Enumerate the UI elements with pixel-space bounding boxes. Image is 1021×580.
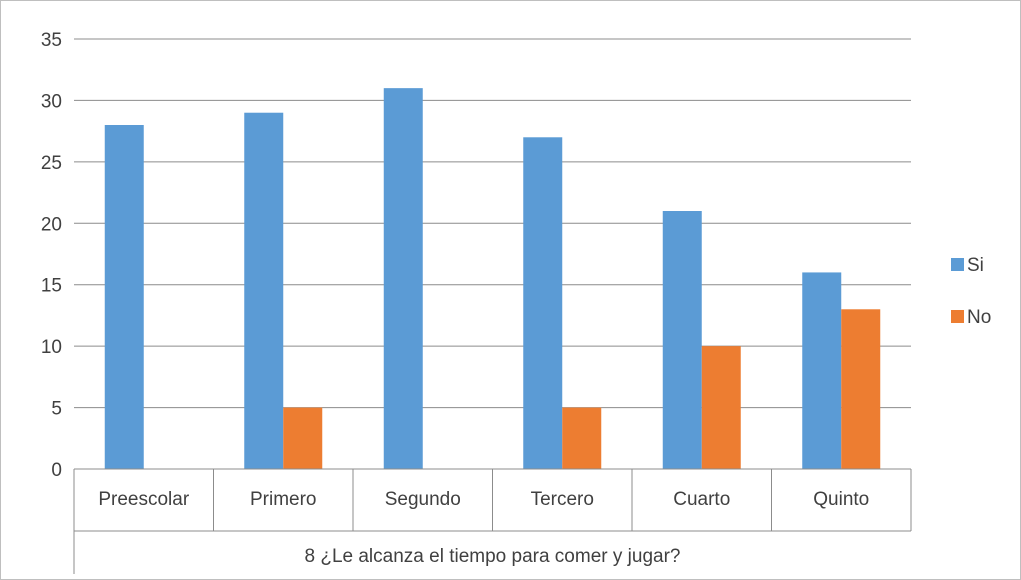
y-tick-label: 30: [41, 91, 62, 112]
bar-si-quinto: [802, 272, 842, 469]
x-category-labels: Preescolar Primero Segundo Tercero Cuarto Qui…: [98, 489, 869, 510]
y-tick-label: 5: [51, 399, 62, 420]
bars: [104, 88, 881, 470]
legend-swatch-si: [951, 258, 964, 271]
y-tick-labels: 0 5 10 15 20 25 30 35: [41, 30, 62, 481]
x-category-label: Tercero: [531, 489, 594, 510]
y-tick-label: 10: [41, 337, 62, 358]
legend-label-no: No: [967, 307, 991, 328]
x-group-label: 8 ¿Le alcanza el tiempo para comer y jug…: [305, 546, 681, 567]
legend: Si No: [951, 255, 991, 328]
x-category-label: Preescolar: [98, 489, 189, 510]
y-tick-label: 25: [41, 153, 62, 174]
x-category-label: Quinto: [813, 489, 869, 510]
y-tick-label: 20: [41, 214, 62, 235]
y-tick-label: 0: [51, 460, 62, 481]
bar-si-cuarto: [662, 211, 702, 469]
axes: [73, 468, 912, 574]
x-category-label: Cuarto: [673, 489, 730, 510]
bar-no-cuarto: [701, 346, 741, 469]
gridlines: [74, 38, 911, 409]
bar-no-tercero: [562, 407, 602, 469]
x-category-label: Primero: [250, 489, 317, 510]
legend-swatch-no: [951, 310, 964, 323]
legend-label-si: Si: [967, 255, 984, 276]
x-category-label: Segundo: [385, 489, 461, 510]
y-tick-label: 35: [41, 30, 62, 51]
bar-si-segundo: [383, 88, 423, 470]
bar-si-preescolar: [104, 125, 144, 469]
bar-no-quinto: [841, 309, 881, 469]
bar-si-tercero: [523, 137, 563, 470]
y-tick-label: 15: [41, 276, 62, 297]
bar-si-primero: [244, 112, 284, 469]
bar-no-primero: [283, 407, 323, 469]
